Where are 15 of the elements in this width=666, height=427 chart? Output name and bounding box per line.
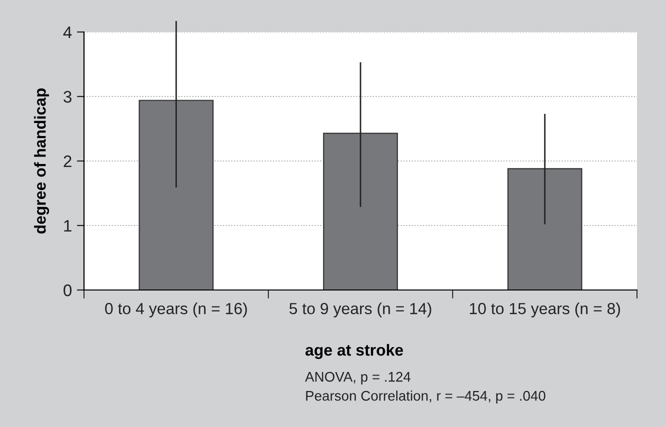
x-axis-title: age at stroke (305, 344, 403, 359)
y-tick-label: 3 (64, 90, 72, 103)
bar (323, 132, 398, 290)
y-tick-label: 1 (64, 220, 72, 232)
bar (507, 168, 582, 290)
x-tick-label: 5 to 9 years (n = 14) (289, 302, 432, 318)
y-tick-label: 4 (63, 26, 72, 38)
y-axis-title: degree of handicap (34, 88, 50, 234)
text: ANOVA, p = .124 (305, 372, 410, 384)
y-tick-label: 0 (64, 284, 72, 296)
text: Pearson Correlation, r = –454, p = .040 (306, 390, 546, 404)
bar (138, 100, 214, 290)
x-tick-label: 0 to 4 years (n = 16) (105, 302, 247, 318)
y-tick-label: 2 (64, 155, 72, 168)
x-tick-label: 10 to 15 years (n = 8) (470, 302, 620, 318)
